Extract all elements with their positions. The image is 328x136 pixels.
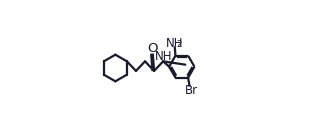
Text: 2: 2 <box>177 40 182 49</box>
Text: NH: NH <box>166 37 184 50</box>
Text: O: O <box>148 42 158 55</box>
Text: NH: NH <box>154 50 172 63</box>
Text: Br: Br <box>185 84 198 97</box>
